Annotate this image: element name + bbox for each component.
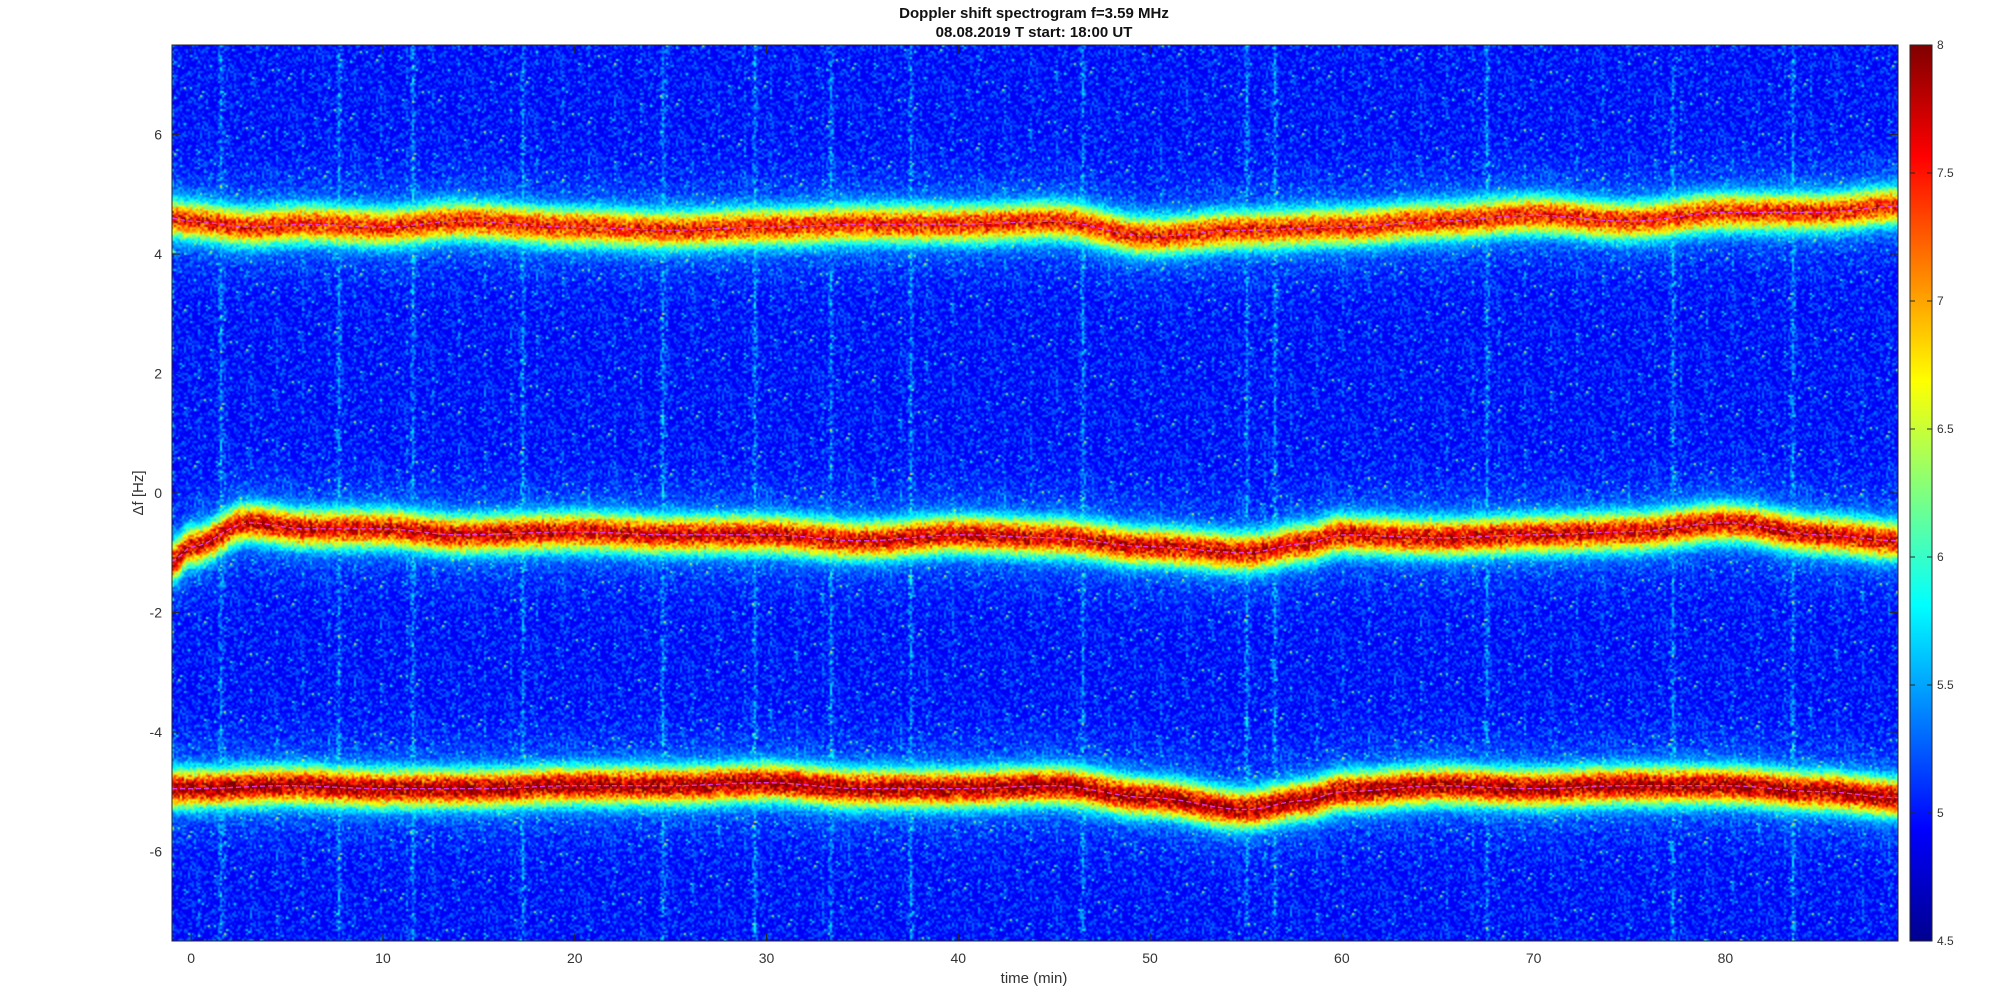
y-axis: -6 -4 -2 0 2 4 6: [150, 127, 1898, 859]
colorbar-tick-label: 7: [1937, 294, 1944, 308]
colorbar-tick-label: 4.5: [1937, 934, 1954, 948]
colorbar-tick-label: 6: [1937, 550, 1944, 564]
x-tick-label: 80: [1718, 950, 1734, 966]
y-tick-label: 6: [154, 127, 162, 143]
spectrogram-plot-area: [171, 44, 1899, 942]
x-tick-label: 20: [567, 950, 583, 966]
x-tick-label: 70: [1526, 950, 1542, 966]
colorbar-tick-label: 8: [1937, 38, 1944, 52]
x-tick-label: 40: [950, 950, 966, 966]
y-tick-label: -4: [150, 724, 163, 740]
spectrogram-heatmap: [172, 45, 1898, 941]
trace-line-2: [171, 522, 1899, 563]
y-tick-label: 4: [154, 246, 162, 262]
colorbar-tick-label: 5.5: [1937, 678, 1954, 692]
chart-title: Doppler shift spectrogram f=3.59 MHz: [899, 5, 1169, 22]
colorbar-gradient: [1909, 44, 1933, 942]
x-tick-label: 0: [187, 950, 195, 966]
y-axis-label: Δf [Hz]: [130, 470, 147, 515]
y-tick-label: -2: [150, 604, 163, 620]
x-tick-label: 60: [1334, 950, 1350, 966]
colorbar-tick-label: 6.5: [1937, 422, 1954, 436]
x-axis: 0 10 20 30 40 50 60 70 80: [187, 45, 1733, 966]
x-axis-label: time (min): [1001, 970, 1068, 987]
x-tick-label: 10: [375, 950, 391, 966]
colorbar-ticks: 4.5 5 5.5 6 6.5 7 7.5 8: [1910, 38, 1954, 948]
trace-line-3: [172, 781, 1899, 811]
trace-overlay: [171, 205, 1899, 811]
x-tick-label: 50: [1142, 950, 1158, 966]
y-tick-label: -6: [150, 843, 163, 859]
y-tick-label: 0: [154, 485, 162, 501]
colorbar: 4.5 5 5.5 6 6.5 7 7.5 8: [1909, 38, 1954, 948]
colorbar-tick-label: 5: [1937, 806, 1944, 820]
colorbar-tick-label: 7.5: [1937, 166, 1954, 180]
trace-line-1: [171, 205, 1899, 237]
x-tick-label: 30: [759, 950, 775, 966]
y-tick-label: 2: [154, 366, 162, 382]
chart-subtitle: 08.08.2019 T start: 18:00 UT: [936, 24, 1133, 41]
